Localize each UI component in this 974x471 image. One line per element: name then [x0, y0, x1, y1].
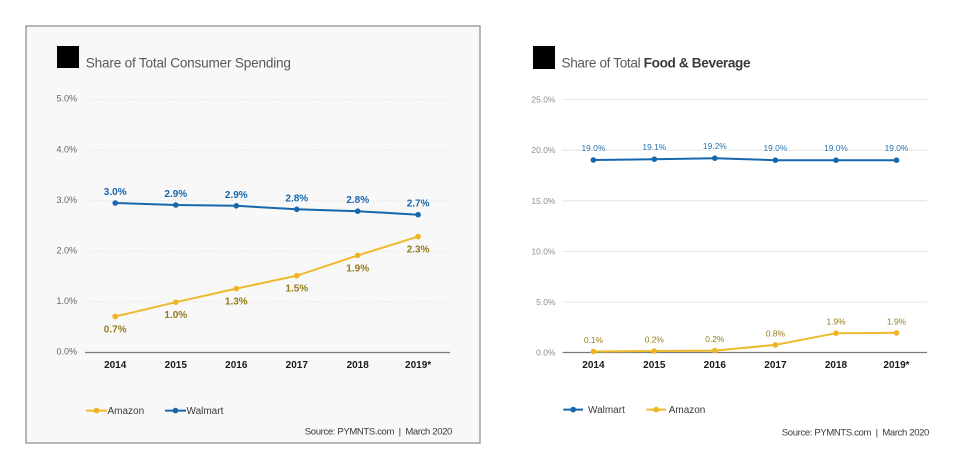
svg-text:1.0%: 1.0%	[164, 310, 187, 321]
svg-text:2019*: 2019*	[883, 360, 909, 371]
svg-text:2.7%: 2.7%	[407, 199, 430, 210]
svg-text:2.9%: 2.9%	[164, 189, 187, 200]
svg-text:0.1%: 0.1%	[584, 335, 604, 345]
svg-text:19.0%: 19.0%	[764, 143, 788, 153]
svg-text:2.9%: 2.9%	[225, 190, 248, 201]
svg-text:5.0%: 5.0%	[56, 94, 77, 104]
svg-text:0.8%: 0.8%	[766, 328, 786, 338]
svg-text:2018: 2018	[347, 360, 370, 371]
svg-text:2015: 2015	[165, 360, 188, 371]
svg-text:4.0%: 4.0%	[56, 144, 77, 154]
svg-text:1.3%: 1.3%	[225, 297, 248, 308]
svg-text:Source: PYMNTS.com | March 2: Source: PYMNTS.com | March 2020	[782, 427, 929, 438]
svg-text:2017: 2017	[764, 360, 787, 371]
svg-text:1.9%: 1.9%	[826, 317, 846, 327]
svg-text:5.0%: 5.0%	[536, 297, 556, 307]
svg-text:1.0%: 1.0%	[56, 296, 77, 306]
svg-text:0.0%: 0.0%	[536, 348, 556, 358]
svg-text:Walmart: Walmart	[588, 405, 625, 416]
svg-text:0.7%: 0.7%	[104, 325, 127, 336]
svg-text:2014: 2014	[582, 360, 605, 371]
svg-text:2.0%: 2.0%	[56, 246, 77, 256]
svg-text:2018: 2018	[825, 360, 848, 371]
svg-text:2016: 2016	[704, 360, 727, 371]
svg-text:25.0%: 25.0%	[531, 95, 556, 105]
svg-text:Walmart: Walmart	[187, 406, 224, 417]
svg-text:19.0%: 19.0%	[824, 143, 848, 153]
svg-text:1.9%: 1.9%	[346, 263, 369, 274]
svg-text:2.8%: 2.8%	[285, 193, 308, 204]
svg-text:Amazon: Amazon	[108, 406, 145, 417]
svg-text:15.0%: 15.0%	[531, 196, 556, 206]
svg-text:2017: 2017	[286, 360, 309, 371]
svg-text:2014: 2014	[104, 360, 127, 371]
svg-text:19.0%: 19.0%	[582, 143, 606, 153]
svg-text:2015: 2015	[643, 360, 666, 371]
svg-text:3.0%: 3.0%	[56, 195, 77, 205]
svg-text:1.9%: 1.9%	[887, 316, 907, 326]
svg-text:2.8%: 2.8%	[346, 195, 369, 206]
svg-text:19.2%: 19.2%	[703, 141, 727, 151]
svg-text:Share of Total Consumer Spendi: Share of Total Consumer Spending	[86, 56, 291, 71]
svg-text:Source: PYMNTS.com | March 2: Source: PYMNTS.com | March 2020	[305, 426, 452, 437]
svg-text:1.5%: 1.5%	[285, 284, 308, 295]
svg-text:2019*: 2019*	[405, 360, 431, 371]
svg-text:10.0%: 10.0%	[531, 246, 556, 256]
svg-text:19.1%: 19.1%	[642, 142, 666, 152]
svg-text:2016: 2016	[225, 360, 248, 371]
svg-text:Share of Total Food & Beverage: Share of Total Food & Beverage	[562, 56, 752, 71]
svg-text:3.0%: 3.0%	[104, 187, 127, 198]
svg-text:0.0%: 0.0%	[56, 347, 77, 357]
svg-text:0.2%: 0.2%	[705, 334, 725, 344]
svg-text:2.3%: 2.3%	[407, 245, 430, 256]
svg-text:19.0%: 19.0%	[885, 143, 909, 153]
svg-text:0.2%: 0.2%	[645, 335, 665, 345]
svg-text:Amazon: Amazon	[669, 405, 706, 416]
svg-text:20.0%: 20.0%	[531, 145, 556, 155]
